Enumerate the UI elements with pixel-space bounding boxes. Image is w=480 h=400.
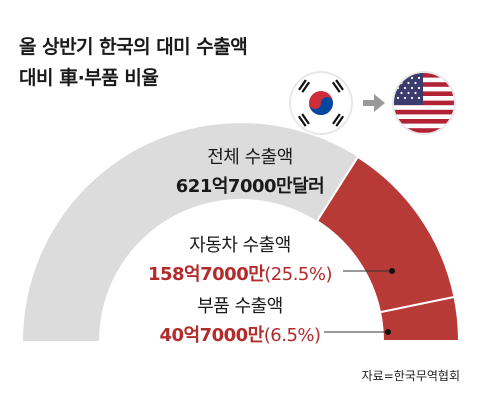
title-line-2: 대비 車·부품 비율	[19, 67, 159, 89]
car-percent: (25.5%)	[264, 264, 333, 285]
car-value: 158억7000만	[147, 264, 265, 285]
car-label: 자동차 수출액	[189, 235, 291, 256]
car-value-line: 158억7000만(25.5%)	[120, 260, 360, 286]
flags-group	[288, 70, 463, 136]
parts-leader-dot	[385, 329, 391, 335]
chart-title: 올 상반기 한국의 대미 수출액 대비 車·부품 비율	[19, 32, 248, 94]
parts-value-line: 40억7000만(6.5%)	[130, 321, 350, 347]
total-label: 전체 수출액	[207, 147, 293, 168]
south-korea-flag-icon	[289, 71, 353, 135]
car-segment	[315, 155, 456, 314]
total-value: 621억7000만달러	[175, 176, 325, 197]
source-note: 자료=한국무역협회	[361, 369, 460, 383]
parts-percent: (6.5%)	[263, 325, 321, 346]
title-line-1: 올 상반기 한국의 대미 수출액	[19, 36, 248, 58]
parts-label: 부품 수출액	[197, 296, 283, 317]
parts-value: 40억7000만	[159, 325, 264, 346]
arrow-right-icon	[363, 94, 385, 112]
car-leader-dot	[389, 268, 395, 274]
united-states-flag-icon	[392, 71, 456, 135]
